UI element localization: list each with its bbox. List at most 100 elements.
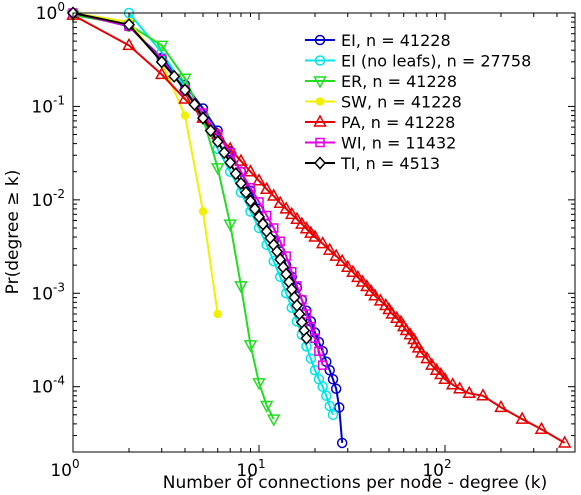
data-point — [452, 381, 467, 394]
data-point — [438, 371, 452, 385]
data-point — [248, 202, 261, 216]
y-tick-label: 10-3 — [31, 280, 65, 304]
data-point — [314, 346, 324, 356]
legend-marker — [313, 114, 327, 127]
legend-item: PA, n = 41228 — [305, 113, 455, 132]
data-point — [266, 188, 281, 201]
data-point — [155, 55, 168, 69]
data-point — [273, 195, 287, 208]
data-point — [198, 207, 208, 216]
data-point — [346, 264, 360, 277]
data-point — [259, 181, 274, 194]
data-point — [324, 400, 335, 412]
data-point — [122, 37, 136, 51]
data-point — [389, 310, 404, 324]
data-point — [355, 274, 370, 287]
data-point — [223, 219, 237, 232]
data-point — [373, 293, 388, 306]
legend-label: TI, n = 4513 — [340, 154, 440, 173]
data-point — [180, 111, 190, 120]
data-point — [218, 146, 231, 160]
data-point — [327, 374, 339, 385]
data-point — [425, 357, 439, 370]
legend-label: ER, n = 41228 — [341, 72, 457, 91]
data-point — [239, 185, 252, 200]
data-point — [252, 173, 266, 186]
series-ti — [66, 6, 313, 345]
data-point — [385, 306, 399, 319]
data-point — [211, 135, 224, 149]
data-point — [154, 66, 169, 80]
data-point — [329, 248, 343, 261]
data-point — [234, 176, 247, 191]
data-point — [364, 283, 378, 297]
data-point — [309, 364, 321, 376]
legend-label: SW, n = 41228 — [341, 93, 462, 112]
data-point — [351, 269, 365, 283]
x-tick-label: 100 — [50, 457, 79, 481]
data-point — [252, 378, 266, 391]
legend-item: EI (no leafs), n = 27758 — [305, 52, 531, 71]
data-point — [462, 385, 477, 399]
data-point — [234, 153, 248, 166]
data-point — [534, 421, 549, 435]
data-point — [445, 377, 460, 390]
data-point — [243, 164, 258, 177]
data-point — [268, 223, 279, 233]
series-line — [72, 12, 219, 315]
y-tick-label: 100 — [36, 0, 65, 24]
data-point — [279, 201, 293, 214]
legend-item: WI, n = 11432 — [305, 134, 456, 153]
data-point — [122, 18, 136, 32]
data-point — [322, 242, 337, 255]
data-point — [188, 97, 201, 112]
data-point — [420, 351, 434, 364]
plot-area-frame — [72, 12, 576, 453]
legend-label: EI (no leafs), n = 27758 — [341, 52, 531, 71]
legend-marker — [315, 137, 325, 148]
data-point — [229, 167, 242, 181]
data-point — [327, 409, 339, 421]
y-tick-label: 10-4 — [31, 374, 65, 398]
legend-item: ER, n = 41228 — [305, 72, 457, 91]
legend-marker — [313, 156, 327, 170]
data-point — [299, 221, 314, 234]
series-pa — [66, 7, 572, 448]
series-sw — [68, 8, 222, 319]
legend-item: TI, n = 4513 — [305, 154, 440, 173]
legend-marker — [314, 55, 326, 66]
data-point — [213, 309, 222, 319]
x-axis-label: Number of connections per node - degree … — [163, 473, 548, 493]
data-point — [429, 362, 444, 375]
data-point — [204, 124, 217, 138]
data-point — [308, 229, 322, 242]
data-point — [317, 360, 328, 370]
data-point — [168, 69, 181, 83]
legend-label: WI, n = 11432 — [341, 134, 456, 153]
data-point — [305, 353, 317, 364]
data-point — [336, 437, 348, 449]
data-point — [196, 111, 210, 125]
y-tick-label: 10-1 — [31, 93, 65, 117]
data-point — [300, 331, 313, 345]
data-point — [224, 156, 237, 170]
data-point — [368, 288, 382, 301]
data-point — [330, 383, 342, 395]
data-point — [178, 73, 192, 86]
data-point — [178, 83, 191, 97]
legend-label: PA, n = 41228 — [341, 113, 455, 132]
data-point — [317, 381, 328, 392]
data-point — [284, 206, 299, 220]
data-point — [434, 366, 448, 380]
legend-item: EI, n = 41228 — [305, 31, 451, 50]
legend-marker — [314, 34, 326, 46]
data-point — [178, 91, 192, 104]
data-point — [154, 40, 169, 53]
legend-label: EI, n = 41228 — [341, 31, 451, 50]
data-point — [234, 281, 248, 294]
data-point — [476, 388, 490, 401]
data-point — [295, 216, 309, 229]
data-point — [244, 194, 257, 208]
